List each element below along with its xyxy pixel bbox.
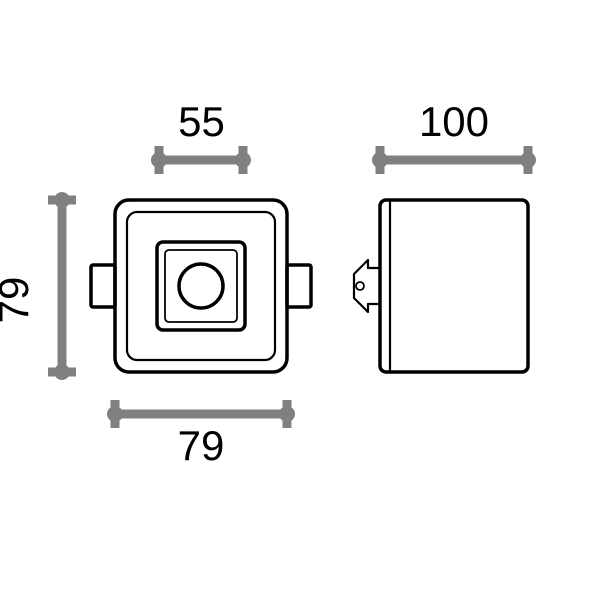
svg-text:79: 79 (0, 277, 37, 324)
svg-text:55: 55 (178, 98, 225, 145)
drawing-svg: 55 79 79 100 (0, 0, 600, 600)
svg-text:79: 79 (178, 422, 225, 469)
dimension-drawing: 55 79 79 100 (0, 0, 600, 600)
svg-text:100: 100 (419, 98, 489, 145)
